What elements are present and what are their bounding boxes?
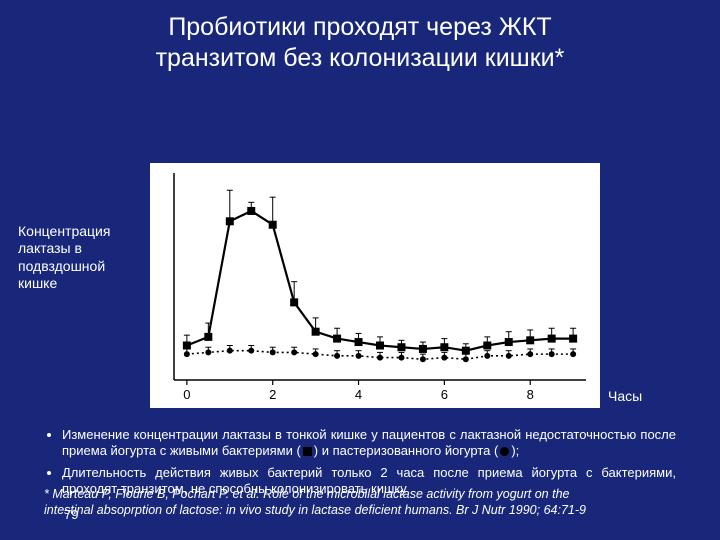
bullet-1c: );	[511, 443, 519, 458]
y-axis-label: Концентрация лактазы в подвздошной кишке	[18, 223, 138, 293]
svg-text:6: 6	[441, 387, 448, 402]
page-number: 79	[64, 507, 78, 522]
citation-text: * Marteau P, Flourie B, Pochart P. et al…	[44, 486, 600, 519]
svg-text:0: 0	[183, 387, 190, 402]
title-line-1: Пробиотики проходят через ЖКТ	[168, 13, 551, 41]
title-line-2: транзитом без колонизации кишки*	[156, 44, 565, 72]
chart-svg: 0 2 4 6 8	[150, 163, 600, 408]
bullet-1: Изменение концентрации лактазы в тонкой …	[62, 427, 676, 460]
bullet-1b: ) и пастеризованного йогурта (	[314, 443, 499, 458]
svg-text:2: 2	[269, 387, 276, 402]
svg-text:8: 8	[527, 387, 534, 402]
square-icon	[303, 447, 312, 456]
lactase-chart: 0 2 4 6 8	[150, 163, 600, 408]
slide-title: Пробиотики проходят через ЖКТ транзитом …	[0, 0, 720, 83]
x-axis-label: Часы	[608, 388, 642, 404]
circle-icon	[500, 447, 509, 456]
svg-text:4: 4	[355, 387, 362, 402]
